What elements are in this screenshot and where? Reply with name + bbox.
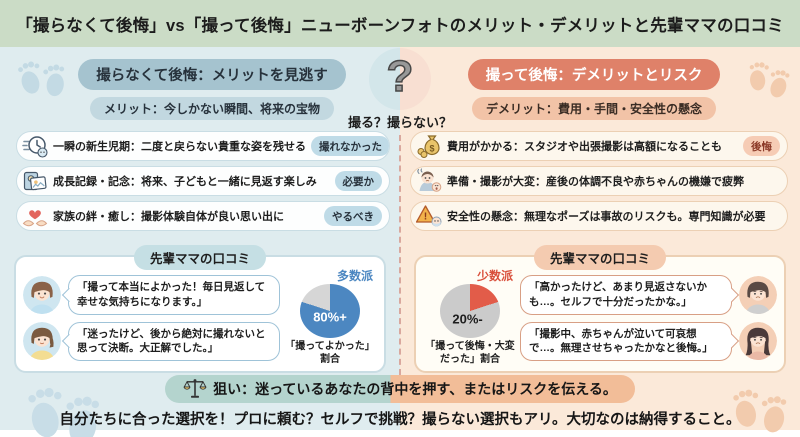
testimonial-bubble: 「迷ったけど、後から絶対に撮れないと思って決断。大正解でした。」	[68, 321, 280, 361]
right-quotes: 「高かったけど、あまり見返さないかも…。セルフで十分だったかな。」 「撮影中、赤…	[520, 270, 777, 366]
merit-text: 一瞬の新生児期：二度と戻らない貴重な姿を残せる	[53, 141, 306, 153]
question-mark-icon: ?	[368, 48, 431, 110]
pie-caption: 「撮ってよかった」割合	[285, 341, 375, 365]
footer: 狙い：迷っているあなたの背中を押す、またはリスクを伝える。 自分たちに合った選択…	[0, 375, 800, 429]
money-bag-icon: $	[416, 133, 442, 159]
footprints-icon	[730, 380, 790, 434]
minority-label: 少数派	[476, 269, 513, 283]
aim-banner: 狙い：迷っているあなたの背中を押す、またはリスクを伝える。	[165, 375, 635, 403]
pie-caption: 「撮って後悔・大変だった」割合	[425, 341, 515, 365]
footprints-icon	[24, 375, 104, 437]
clock-newborn-icon	[22, 133, 48, 159]
list-item: ! 安全性の懸念：無理なポーズは事故のリスクも。専門知識が必要	[410, 201, 788, 231]
bottom-strip	[0, 430, 800, 437]
majority-label: 多数派	[336, 269, 373, 283]
center-question: ? 撮る？撮らない？	[348, 48, 452, 131]
question-text: 撮る？撮らない？	[347, 115, 453, 130]
balance-scale-icon	[183, 379, 207, 398]
right-pie-chart: 少数派 20%- 「撮って後悔・大変だった」割合	[423, 270, 517, 366]
aim-text: 狙い：迷っているあなたの背中を押す、またはリスクを伝える。	[213, 381, 617, 397]
panel-regret-taking: 撮って後悔：デメリットとリスク デメリット：費用・手間・安全性の懸念 $ 費用が…	[400, 47, 800, 430]
list-item: 「撮影中、赤ちゃんが泣いて可哀想で…。無理させちゃったかなと後悔。」	[520, 321, 777, 361]
left-reviews-box: 先輩ママの口コミ 「撮って本当によかった！毎日見返して幸せな気持ちになります。」	[14, 245, 386, 373]
pie-value-label: 80%+	[313, 309, 347, 325]
left-merit-list: 一瞬の新生児期：二度と戻らない貴重な姿を残せる 撮れなかった 成長記録・記念：将…	[0, 131, 400, 231]
demerit-text: 準備・撮影が大変：産後の体調不良や赤ちゃんの機嫌で疲弊	[447, 176, 744, 188]
page-title: 「撮らなくて後悔」vs「撮って後悔」ニューボーンフォトのメリット・デメリットと先…	[16, 16, 784, 35]
warning-icon: !	[415, 203, 442, 229]
list-item: $ 費用がかかる：スタジオや出張撮影は高額になることも 後悔	[410, 131, 788, 161]
testimonial-bubble: 「撮影中、赤ちゃんが泣いて可哀想で…。無理させちゃったかなと後悔。」	[520, 321, 732, 361]
photo-album-icon	[22, 168, 48, 194]
right-subheader-pill: デメリット：費用・手間・安全性の懸念	[471, 97, 716, 120]
reviews-title: 先輩ママの口コミ	[133, 245, 267, 270]
svg-text:!: !	[424, 211, 428, 223]
merit-text: 家族の絆・癒し：撮影体験自体が良い思い出に	[53, 211, 284, 223]
tired-mom-icon	[416, 168, 442, 194]
heart-hands-icon	[22, 203, 48, 229]
center-divider	[399, 135, 401, 375]
mom-avatar-icon	[23, 275, 61, 314]
merit-text: 成長記録・記念：将来、子どもと一緒に見返す楽しみ	[53, 176, 317, 188]
pie-chart-regret-taken: 20%-	[440, 284, 500, 338]
conclusion-text: 自分たちに合った選択を！プロに頼む？セルフで挑戦？撮らない選択もアリ。大切なのは…	[59, 412, 741, 428]
status-badge: 必要か	[334, 171, 382, 191]
title-bar: 「撮らなくて後悔」vs「撮って後悔」ニューボーンフォトのメリット・デメリットと先…	[0, 0, 800, 47]
list-item: 準備・撮影が大変：産後の体調不良や赤ちゃんの機嫌で疲弊	[410, 166, 788, 196]
mom-avatar-icon	[739, 275, 777, 314]
right-header-pill: 撮って後悔：デメリットとリスク	[467, 59, 721, 90]
right-reviews-box: 先輩ママの口コミ 少数派 20%- 「撮って後悔・大変だった」割合 「高かったけ…	[414, 245, 786, 373]
footprints-icon	[14, 49, 71, 101]
footprints-icon	[743, 53, 794, 101]
testimonial-bubble: 「高かったけど、あまり見返さないかも…。セルフで十分だったかな。」	[520, 275, 732, 315]
demerit-text: 費用がかかる：スタジオや出張撮影は高額になることも	[447, 141, 722, 153]
pie-chart-taken-glad: 80%+	[300, 284, 360, 338]
right-demerit-list: $ 費用がかかる：スタジオや出張撮影は高額になることも 後悔 準備・撮影が大変：…	[400, 131, 800, 231]
list-item: 成長記録・記念：将来、子どもと一緒に見返す楽しみ 必要か	[16, 166, 390, 196]
left-header-pill: 撮らなくて後悔：メリットを見逃す	[78, 59, 346, 90]
panel-regret-not-taking: 撮らなくて後悔：メリットを見逃す メリット：今しかない瞬間、将来の宝物 一瞬の新…	[0, 47, 400, 430]
left-subheader-pill: メリット：今しかない瞬間、将来の宝物	[89, 97, 334, 120]
svg-text:$: $	[429, 144, 434, 154]
status-badge: 撮れなかった	[311, 136, 389, 156]
demerit-text: 安全性の懸念：無理なポーズは事故のリスクも。専門知識が必要	[447, 211, 766, 223]
list-item: 一瞬の新生児期：二度と戻らない貴重な姿を残せる 撮れなかった	[16, 131, 390, 161]
status-badge: 後悔	[743, 136, 780, 156]
list-item: 「迷ったけど、後から絶対に撮れないと思って決断。大正解でした。」	[23, 321, 280, 361]
main-area: 撮らなくて後悔：メリットを見逃す メリット：今しかない瞬間、将来の宝物 一瞬の新…	[0, 47, 800, 437]
status-badge: やるべき	[324, 206, 382, 226]
left-quotes: 「撮って本当によかった！毎日見返して幸せな気持ちになります。」 「迷ったけど、後…	[23, 270, 280, 366]
list-item: 「撮って本当によかった！毎日見返して幸せな気持ちになります。」	[23, 275, 280, 315]
pie-value-label: 20%-	[452, 311, 483, 327]
mom-avatar-icon	[23, 322, 61, 361]
left-pie-chart: 多数派 80%+ 「撮ってよかった」割合	[283, 270, 377, 366]
list-item: 家族の絆・癒し：撮影体験自体が良い思い出に やるべき	[16, 201, 390, 231]
list-item: 「高かったけど、あまり見返さないかも…。セルフで十分だったかな。」	[520, 275, 777, 315]
mom-avatar-icon	[739, 322, 777, 361]
testimonial-bubble: 「撮って本当によかった！毎日見返して幸せな気持ちになります。」	[68, 275, 280, 315]
reviews-title: 先輩ママの口コミ	[533, 245, 667, 270]
